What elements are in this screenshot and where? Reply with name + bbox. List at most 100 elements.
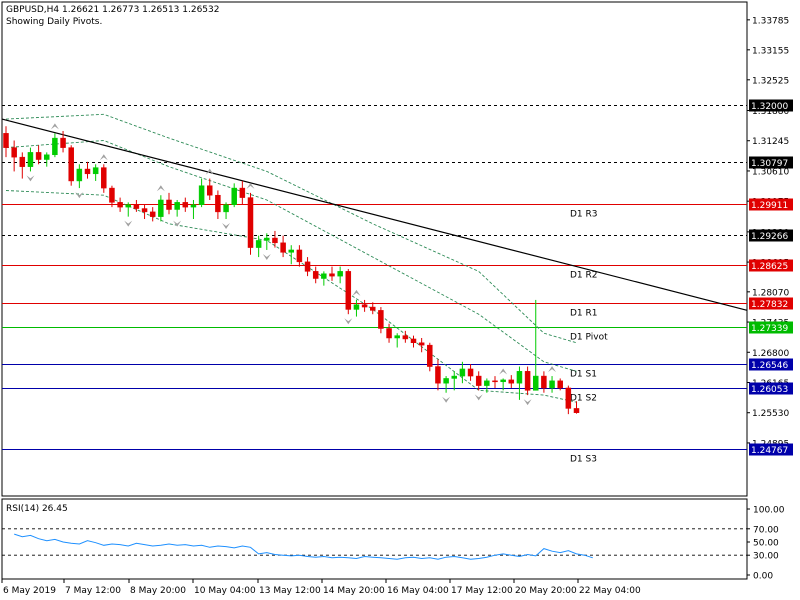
time-axis: 6 May 2019 7 May 12:00 8 May 20:00 10 May 0…: [1, 579, 641, 596]
envelope-bands: [5, 113, 577, 403]
pivot-levels: D1 R3 D1 R2 D1 R1 D1 Pivot D1 S1 D1 S2 D1 S3: [2, 105, 747, 465]
candle-body-32: [264, 237, 270, 241]
price-tag-bg-3: [749, 229, 793, 242]
pivot-note: Showing Daily Pivots.: [6, 17, 102, 27]
price-tag-9: 1.24767: [751, 446, 788, 456]
candle-body-39: [321, 273, 327, 279]
envelope-mid: [5, 140, 577, 372]
fractal-up-2: [156, 185, 165, 192]
price-tick-label-1: 1.33155: [752, 46, 789, 56]
envelope-lower: [5, 190, 577, 403]
candle-body-70: [573, 408, 580, 413]
candle-body-29: [239, 187, 246, 198]
candle-body-9: [76, 168, 83, 182]
price-tags: 1.32000 1.30797 1.29911 1.29266 1.28625 1.278…: [749, 99, 793, 456]
candle-body-23: [190, 204, 197, 208]
candle-body-41: [337, 271, 343, 277]
candle-body-44: [361, 304, 368, 308]
rsi-tick-label-0: 100.00: [753, 506, 785, 516]
candle-body-58: [475, 375, 482, 386]
candle-body-45: [370, 306, 376, 311]
price-tick-label-13: 1.25530: [752, 409, 789, 419]
candle-body-18: [149, 211, 156, 217]
price-tag-bg-6: [749, 321, 793, 334]
candle-body-40: [329, 273, 335, 277]
candle-body-8: [68, 147, 74, 182]
candle-body-62: [508, 379, 515, 384]
candle-body-24: [198, 185, 205, 205]
level-label-4: D1 R2: [570, 271, 598, 281]
price-tag-bg-0: [749, 99, 793, 112]
candle-body-10: [84, 168, 91, 175]
candle-body-57: [467, 368, 474, 377]
candle-body-37: [304, 261, 311, 272]
price-tick-label-3: 1.31880: [752, 107, 789, 117]
candle-body-12: [101, 167, 107, 189]
fractal-down-5: [262, 253, 271, 260]
candle-body-13: [109, 187, 115, 203]
level-label-5: D1 R1: [570, 309, 598, 319]
candle-body-1: [11, 147, 17, 158]
fractal-up-4: [246, 182, 255, 189]
candle-body-55: [451, 375, 457, 379]
candle-body-31: [255, 240, 262, 248]
price-tag-bg-4: [749, 259, 793, 272]
time-tick-label-7: 17 May 12:00: [451, 586, 513, 596]
fractal-arrows: [26, 123, 557, 406]
price-tag-0: 1.32000: [751, 102, 788, 112]
price-tick-label-5: 1.30610: [752, 167, 789, 177]
rsi-line: [2, 528, 747, 560]
price-tag-2: 1.29911: [751, 201, 788, 211]
candle-body-14: [117, 202, 123, 208]
candle-body-27: [223, 204, 229, 213]
candle-body-4: [35, 152, 42, 160]
price-tag-1: 1.30797: [751, 159, 788, 169]
time-tick-label-3: 10 May 04:00: [194, 586, 256, 596]
level-label-2: D1 R3: [570, 210, 598, 220]
candle-body-42: [345, 271, 352, 310]
time-tick-label-9: 22 May 04:00: [579, 586, 641, 596]
rsi-panel: [1, 498, 748, 580]
candle-body-25: [207, 185, 213, 196]
fractal-up-3: [205, 168, 214, 175]
candle-body-69: [565, 387, 572, 409]
trendline: [1, 118, 748, 311]
candle-body-65: [533, 375, 539, 391]
trendline-segment: [1, 118, 748, 311]
candle-body-51: [418, 342, 425, 346]
price-tick-label-2: 1.32525: [752, 76, 789, 86]
candle-body-64: [524, 371, 531, 391]
rsi-axis: 100.00 70.00 50.00 30.00 0.00: [747, 506, 785, 582]
fractal-down-6: [344, 318, 353, 325]
price-tag-bg-5: [749, 297, 793, 310]
fractal-up-5: [352, 289, 361, 296]
time-tick-label-1: 7 May 12:00: [65, 586, 121, 596]
time-tick-label-0: 6 May 2019: [3, 586, 56, 596]
price-tag-7: 1.26546: [751, 361, 788, 371]
price-tag-bg-1: [749, 156, 793, 169]
fractal-down-3: [173, 220, 182, 227]
price-tag-bg-9: [749, 443, 793, 456]
price-tick-label-0: 1.33785: [752, 16, 789, 26]
candle-body-67: [549, 380, 555, 389]
time-tick-label-5: 14 May 20:00: [323, 586, 385, 596]
candle-body-59: [484, 380, 490, 386]
price-tag-4: 1.28625: [751, 262, 788, 272]
candle-body-34: [280, 242, 286, 253]
candle-body-49: [402, 335, 409, 340]
price-tick-label-11: 1.26800: [752, 349, 789, 359]
symbol-header: GBPUSD,H4 1.26621 1.26773 1.26513 1.2653…: [6, 5, 219, 15]
price-tag-bg-8: [749, 382, 793, 395]
candle-body-60: [492, 380, 498, 383]
level-label-7: D1 S1: [570, 370, 597, 380]
price-tick-label-4: 1.31245: [752, 137, 789, 147]
candle-body-7: [60, 137, 66, 148]
level-label-8: D1 S2: [570, 394, 597, 404]
candle-body-35: [288, 249, 294, 253]
rsi-tick-label-3: 30.00: [753, 552, 779, 562]
candle-body-43: [353, 304, 360, 310]
candle-body-5: [44, 154, 50, 160]
candle-body-33: [272, 237, 278, 244]
candle-body-6: [52, 137, 58, 156]
